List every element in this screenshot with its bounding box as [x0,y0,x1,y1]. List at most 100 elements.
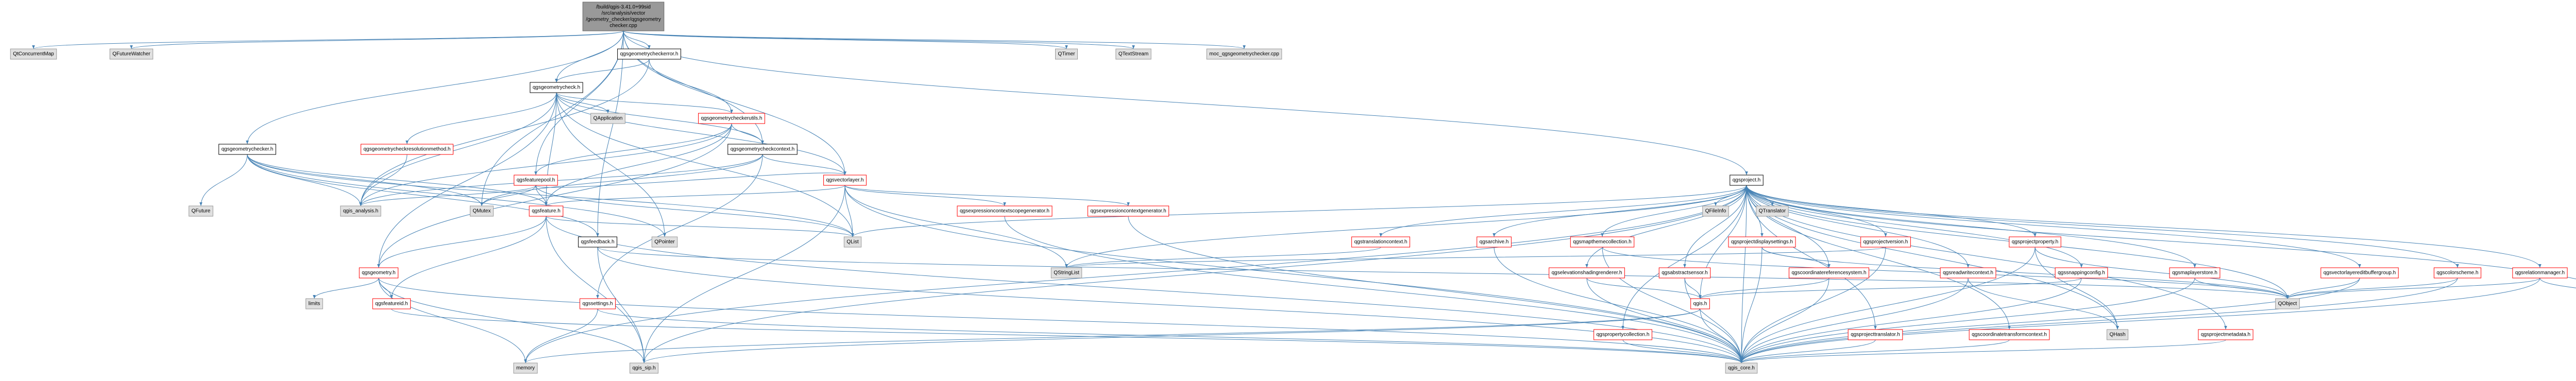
node-label: QFutureWatcher [112,51,150,57]
edge [534,30,624,176]
edge [246,30,624,145]
node: qgsrelationmanager.h [2512,267,2568,279]
node-label: qgsvectorlayereditbuffergroup.h [2324,270,2396,276]
node-box [843,236,862,248]
node-box [109,48,154,60]
node-label: qgselevationshadingrenderer.h [1552,270,1622,276]
edge [524,185,1747,363]
node-label: qgsrelationmanager.h [2515,270,2565,276]
node: qgsprojecttranslator.h [1848,329,1903,340]
edge [247,154,483,206]
node: qgstranslationcontext.h [1351,236,1410,248]
edge [524,308,598,363]
edge [1683,185,1747,268]
node-label: qgsarchive.h [1480,239,1509,245]
edge [524,308,1701,363]
edge [556,92,609,114]
node: memory [513,362,538,374]
node-box [2009,236,2061,248]
node-box [727,144,798,155]
edge [556,92,846,176]
node-box [823,175,867,186]
node: qgsmaplayerstore.h [2169,267,2221,279]
edge [1586,278,1702,299]
node-label: qgsproject.h [1733,178,1760,183]
node-box [1756,205,1789,217]
edge [1622,339,1743,363]
edge [1379,185,1747,237]
node-label: QFileInfo [1705,209,1726,214]
edge [2035,247,2119,330]
node-label: qgis_sip.h [632,366,655,371]
node-box [1725,362,1758,374]
edge [359,154,408,206]
node-box [1702,205,1729,217]
node: /build/qgis-3.41.0+99sid/src/analysis/ve… [582,2,665,31]
node-box [189,205,213,217]
node-box [1115,48,1151,60]
edge [555,59,650,83]
node: qgselevationshadingrenderer.h [1549,267,1625,279]
node-box [617,48,681,60]
node-label: qgsprojectmetadata.h [2201,332,2250,338]
node: QTranslator [1756,205,1789,217]
node-label: qgsgeometrycheckerutils.h [701,116,762,122]
edge [1740,247,1886,363]
edge [247,154,599,237]
node-label: qgsprojectversion.h [1863,239,1908,245]
edge [623,30,1068,49]
edge [391,308,1743,363]
node: qgspropertycollection.h [1594,329,1652,340]
node: qgsexpressioncontextscopegenerator.h [957,205,1053,217]
node-box [306,298,323,309]
edge [247,154,548,206]
edge [1740,339,2226,363]
edge [378,278,393,299]
node-label: qgsgeometrycheckerror.h [620,51,679,57]
edge [642,185,1747,363]
edge [556,92,733,114]
node-label: qgis_analysis.h [343,209,378,214]
node-box [1570,236,1635,248]
node-label: qgscoordinatetransformcontext.h [1972,332,2047,338]
edge [247,154,854,237]
edge [1740,247,1762,363]
edge [390,216,547,299]
edge [378,278,1743,363]
edge [1740,278,2360,363]
node: QList [843,236,862,248]
edge [480,30,624,206]
edge [1699,278,1829,299]
edge [1746,185,2196,268]
edge [844,185,1130,206]
node-label: qgscolorscheme.h [2436,270,2478,276]
node-box [1055,48,1078,60]
node: qgscoordinatetransformcontext.h [1969,329,2050,340]
node-box [2198,329,2253,340]
edges [32,30,2576,363]
edge [1621,185,1747,330]
edge [359,123,732,206]
edge [1746,185,2541,268]
node-label: qgsfeatureid.h [375,301,408,307]
node-box [582,2,665,31]
node: qgsabstractsensor.h [1658,267,1711,279]
node: QTimer [1055,48,1078,60]
node: qgscolorscheme.h [2433,267,2482,279]
node-box [10,48,57,60]
node-label: QPointer [654,239,675,245]
node: qgis_core.h [1725,362,1758,374]
node-label: QObject [2278,301,2297,307]
edge [2194,278,2289,299]
node: qgsgeometrycheckerror.h [617,48,681,60]
edge [844,185,1068,268]
edge [1065,247,1886,268]
edge [1700,308,1743,363]
node-box [2169,267,2221,279]
edge [731,123,764,145]
node: QFuture [189,205,213,217]
edge [130,30,624,49]
node-label: qgsgeometrychecker.h [222,147,274,152]
node-box [2275,298,2300,309]
